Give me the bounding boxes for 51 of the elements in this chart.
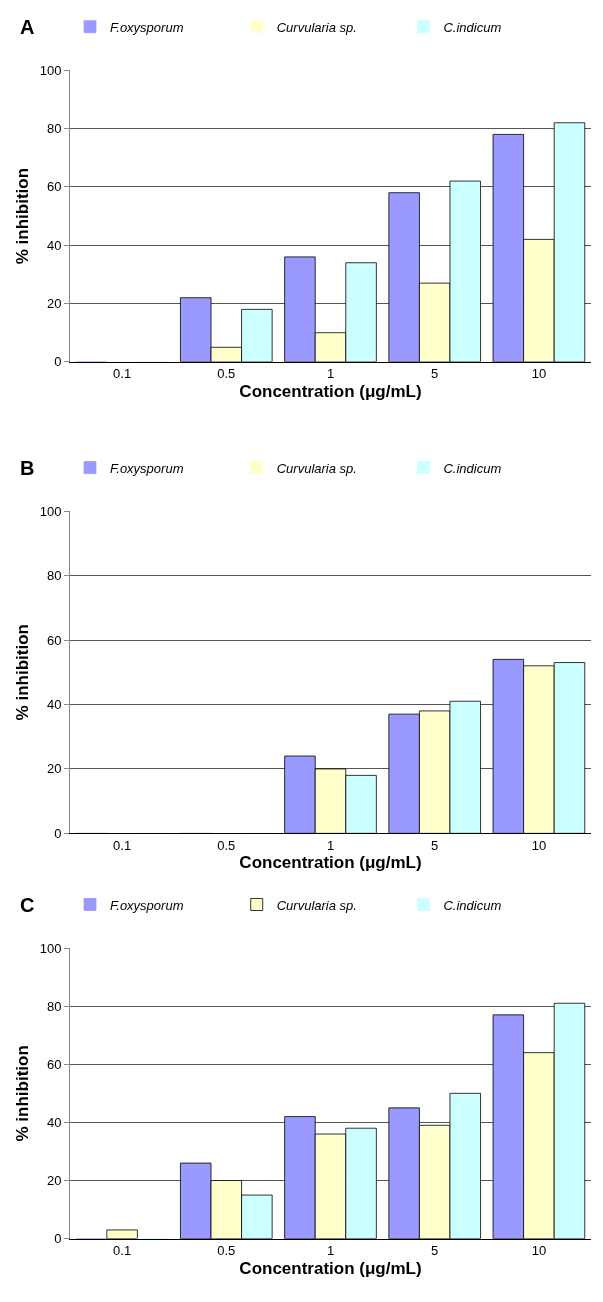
y-axis-title: % inhibition (13, 1045, 33, 1142)
chart-title: C (20, 894, 35, 916)
legend-label: C.indicum (443, 460, 502, 476)
y-tick-label: 20 (46, 296, 62, 312)
y-tick-label: 100 (39, 503, 62, 519)
y-axis-title: % inhibition (13, 167, 33, 265)
x-tick-label: 10 (531, 366, 547, 382)
y-tick-label: 80 (46, 998, 62, 1014)
legend-label: F.oxysporum (110, 460, 184, 476)
x-tick-label: 10 (531, 837, 547, 853)
y-tick-label: 40 (46, 1114, 62, 1130)
x-tick-label: 10 (531, 1243, 547, 1259)
y-tick-label: 20 (46, 1173, 62, 1189)
x-tick-label: 0.5 (217, 837, 236, 853)
x-axis-title: Concentration (μg/mL) (239, 853, 422, 873)
x-tick-label: 0.1 (113, 1243, 132, 1259)
legend-label: Curvularia sp. (276, 460, 357, 476)
x-tick-label: 0.1 (113, 366, 132, 382)
x-tick-label: 5 (431, 1243, 439, 1259)
legend-label: C.indicum (443, 897, 502, 913)
x-tick-label: 1 (326, 366, 335, 382)
y-tick-label: 60 (46, 632, 62, 648)
y-tick-label: 0 (54, 354, 62, 370)
legend-label: Curvularia sp. (276, 897, 357, 913)
y-tick-label: 80 (46, 121, 62, 137)
x-tick-label: 1 (326, 837, 335, 853)
y-tick-label: 0 (54, 825, 62, 841)
legend-label: F.oxysporum (110, 19, 184, 35)
y-tick-label: 20 (46, 761, 62, 777)
chart-title: A (20, 16, 35, 38)
legend-label: C.indicum (443, 19, 502, 35)
y-tick-label: 100 (39, 62, 62, 78)
legend-label: Curvularia sp. (276, 19, 357, 35)
x-tick-label: 5 (431, 837, 439, 853)
legend-label: F.oxysporum (110, 897, 184, 913)
y-axis-title: % inhibition (13, 624, 33, 721)
y-tick-label: 60 (46, 1056, 62, 1072)
x-tick-label: 0.1 (113, 837, 132, 853)
y-tick-label: 40 (46, 697, 62, 713)
x-axis-title: Concentration (μg/mL) (239, 381, 422, 401)
y-tick-label: 60 (46, 179, 62, 195)
y-tick-label: 40 (46, 237, 62, 253)
y-tick-label: 0 (54, 1231, 62, 1247)
x-axis-title: Concentration (μg/mL) (239, 1258, 422, 1278)
chart-title: B (20, 457, 35, 479)
x-tick-label: 0.5 (217, 366, 236, 382)
x-tick-label: 5 (431, 366, 439, 382)
x-tick-label: 1 (326, 1243, 335, 1259)
x-tick-label: 0.5 (217, 1243, 236, 1259)
y-tick-label: 100 (39, 940, 62, 956)
y-tick-label: 80 (46, 568, 62, 584)
